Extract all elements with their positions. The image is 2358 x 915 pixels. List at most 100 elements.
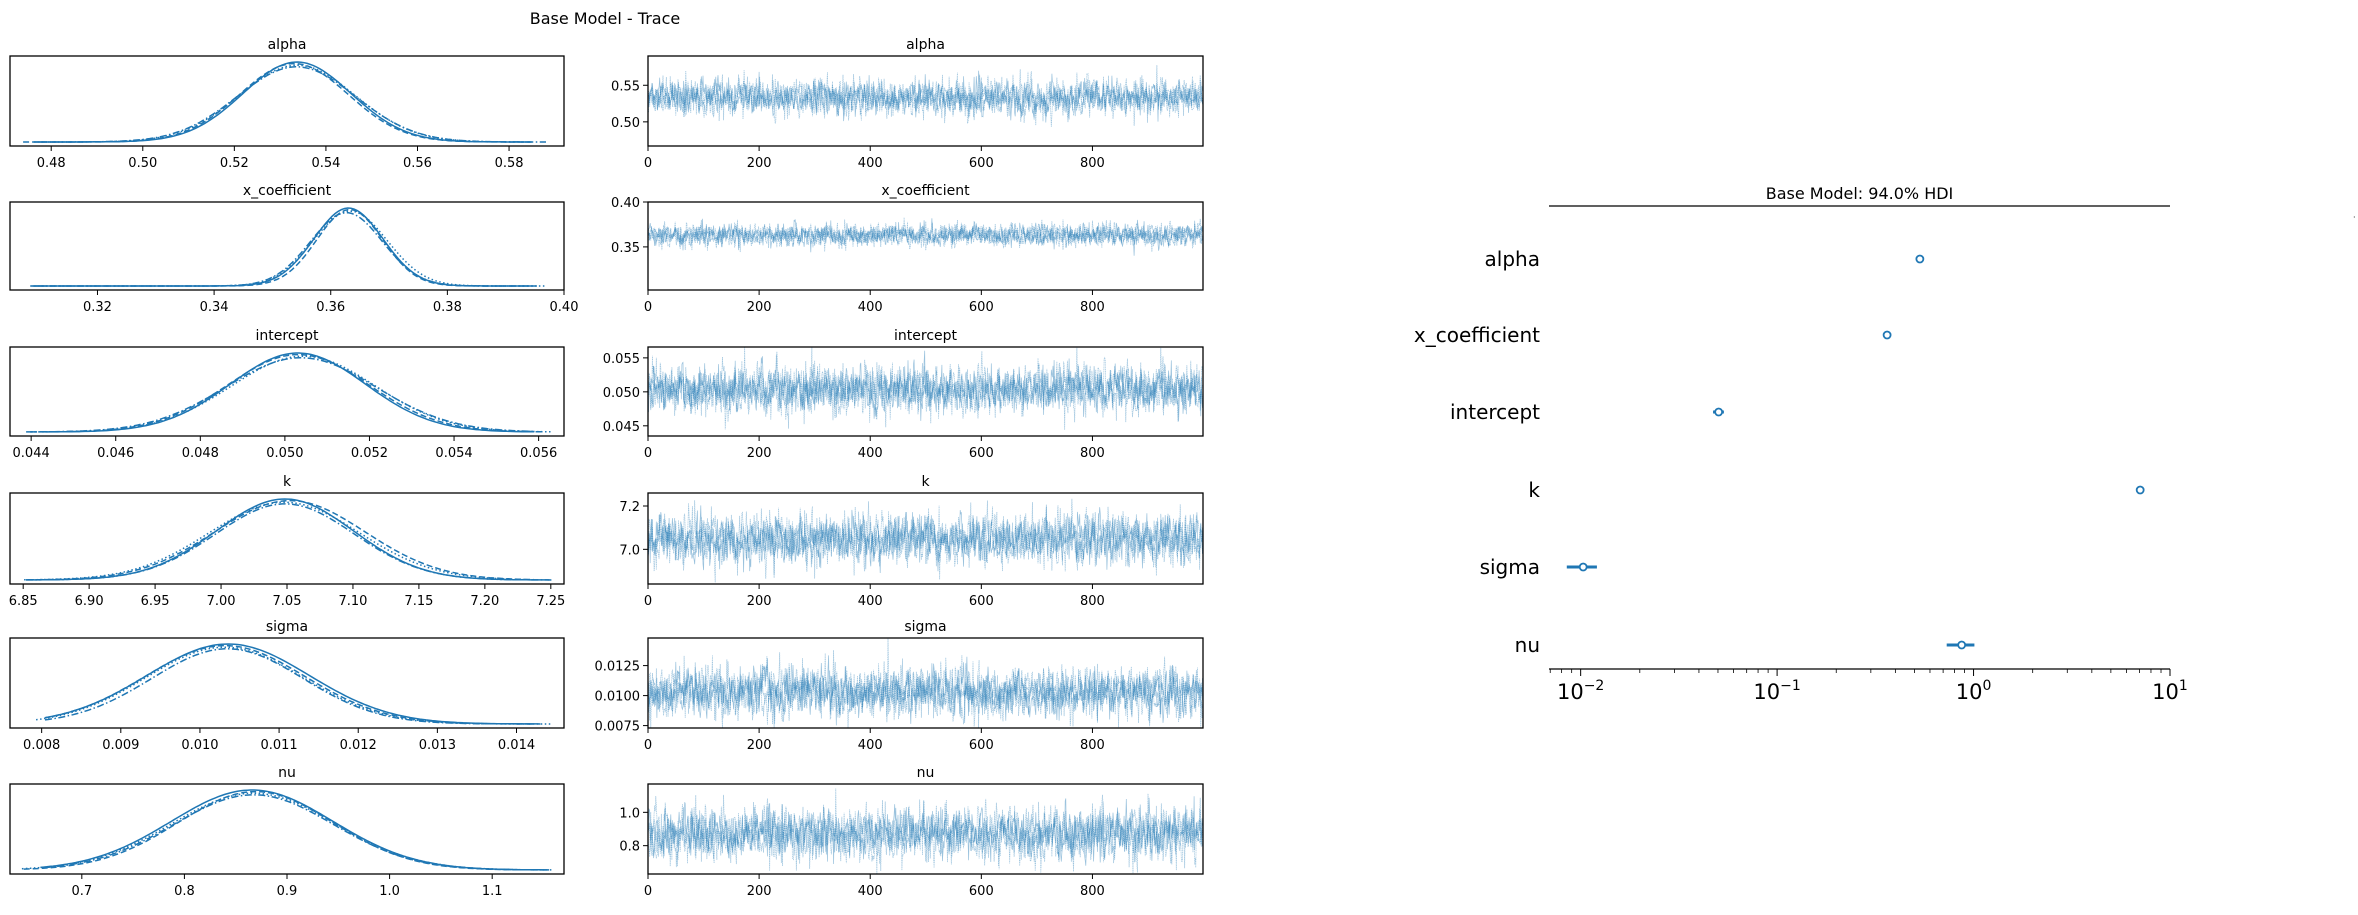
trace-xtick-label: 600 bbox=[969, 156, 994, 171]
tick-exponent: 0 bbox=[1982, 678, 1991, 694]
trace-ytick-label: 0.55 bbox=[611, 79, 640, 94]
kde-xtick-label: 7.25 bbox=[536, 594, 565, 609]
kde-panel-title: sigma bbox=[266, 619, 308, 635]
trace-xtick-label: 200 bbox=[747, 156, 772, 171]
posterior-mean-point bbox=[1882, 330, 1892, 340]
trace-xtick-label: 600 bbox=[969, 300, 994, 315]
kde-panel-intercept: intercept 0.044 0.046 0.048 0.050 0.052 0.054 0… bbox=[9, 328, 565, 461]
trace-axes-frame bbox=[647, 201, 1204, 291]
trace-ytick-label: 1.0 bbox=[619, 806, 640, 821]
trace-xtick-label: 800 bbox=[1080, 884, 1105, 899]
kde-panel-x_coefficient: x_coefficient 0.32 0.34 0.36 0.38 0.40 bbox=[9, 183, 579, 315]
kde-xtick-label: 0.056 bbox=[520, 446, 557, 461]
kde-xtick-label: 0.8 bbox=[174, 884, 195, 899]
trace-chain-3-line bbox=[647, 219, 1204, 253]
tick-exponent: 1 bbox=[2179, 678, 2188, 694]
kde-xtick-label: 6.90 bbox=[75, 594, 104, 609]
kde-chain-2-line bbox=[27, 499, 534, 581]
trace-xtick-label: 800 bbox=[1080, 594, 1105, 609]
kde-xtick-label: 0.011 bbox=[260, 738, 297, 753]
trace-xtick-label: 400 bbox=[858, 884, 883, 899]
kde-panel-title: x_coefficient bbox=[243, 183, 332, 199]
trace-xtick-label: 200 bbox=[747, 446, 772, 461]
trace-chain-2-line bbox=[647, 794, 1204, 875]
tick-exponent: −2 bbox=[1584, 678, 1605, 694]
posterior-mean-point bbox=[1578, 562, 1588, 572]
trace-chain-1-line bbox=[647, 655, 1204, 729]
trace-xtick-label: 400 bbox=[858, 300, 883, 315]
forest-row-label: intercept bbox=[1450, 400, 1540, 424]
kde-xtick-label: 6.85 bbox=[9, 594, 38, 609]
kde-chain-2-line bbox=[23, 62, 532, 143]
kde-xtick-label: 1.0 bbox=[379, 884, 400, 899]
posterior-mean-point bbox=[1714, 407, 1724, 417]
trace-panel-x_coefficient: x_coefficient 0 200 400 600 800 0.35 0.40 bbox=[611, 183, 1204, 315]
posterior-mean-point bbox=[1915, 254, 1925, 264]
trace-ytick-label: 0.8 bbox=[619, 840, 640, 855]
kde-chain-4-line bbox=[25, 503, 552, 581]
trace-chain-3-line bbox=[647, 793, 1204, 872]
tick-exponent: −1 bbox=[1780, 678, 1801, 694]
kde-xtick-label: 0.013 bbox=[419, 738, 456, 753]
trace-xtick-label: 200 bbox=[747, 300, 772, 315]
kde-xtick-label: 0.48 bbox=[37, 156, 66, 171]
kde-xtick-label: 0.36 bbox=[316, 300, 345, 315]
trace-panel-title: x_coefficient bbox=[881, 183, 970, 199]
forest-xtick-label: 10−2 bbox=[1557, 678, 1604, 704]
trace-xtick-label: 600 bbox=[969, 738, 994, 753]
kde-xtick-label: 7.00 bbox=[207, 594, 236, 609]
kde-chain-1-line bbox=[26, 498, 550, 581]
tick-base: 10 bbox=[2152, 680, 2179, 704]
trace-xtick-label: 0 bbox=[644, 594, 652, 609]
tick-base: 10 bbox=[1753, 680, 1780, 704]
kde-xtick-label: 0.014 bbox=[498, 738, 535, 753]
trace-chain-3-line bbox=[647, 346, 1204, 429]
trace-xtick-label: 800 bbox=[1080, 446, 1105, 461]
trace-xtick-label: 600 bbox=[969, 446, 994, 461]
forest-xtick-label: 100 bbox=[1956, 678, 1992, 704]
kde-xtick-label: 0.008 bbox=[23, 738, 60, 753]
kde-chain-4-line bbox=[38, 66, 546, 143]
trace-panel-title: sigma bbox=[904, 619, 946, 635]
trace-xtick-label: 400 bbox=[858, 446, 883, 461]
kde-xtick-label: 0.34 bbox=[200, 300, 229, 315]
trace-ytick-label: 0.055 bbox=[603, 352, 640, 367]
kde-xtick-label: 0.38 bbox=[433, 300, 462, 315]
kde-xtick-label: 0.32 bbox=[83, 300, 112, 315]
trace-axes-frame bbox=[647, 55, 1204, 147]
kde-axes-frame bbox=[9, 346, 565, 437]
trace-xtick-label: 0 bbox=[644, 300, 652, 315]
trace-xtick-label: 0 bbox=[644, 156, 652, 171]
kde-xtick-label: 0.58 bbox=[495, 156, 524, 171]
kde-xtick-label: 0.054 bbox=[435, 446, 472, 461]
trace-panels: alpha 0.48 0.50 0.52 0.54 0.56 0.58 alpha 0 200 40… bbox=[9, 37, 1204, 899]
kde-chain-2-line bbox=[44, 644, 530, 725]
trace-ytick-label: 0.40 bbox=[611, 196, 640, 211]
trace-panel-title: nu bbox=[917, 765, 935, 781]
trace-ytick-label: 7.2 bbox=[619, 500, 640, 515]
kde-xtick-label: 0.044 bbox=[13, 446, 50, 461]
trace-ytick-label: 0.0075 bbox=[595, 720, 641, 735]
forest-row-label: k bbox=[1528, 478, 1540, 502]
tick-base: 10 bbox=[1557, 680, 1584, 704]
trace-ytick-label: 0.0125 bbox=[595, 660, 641, 675]
trace-panel-title: k bbox=[921, 474, 930, 490]
kde-panel-sigma: sigma 0.008 0.009 0.010 0.011 0.012 0.013 0.014 bbox=[9, 619, 565, 753]
trace-panel-alpha: alpha 0 200 400 600 800 0.50 0.55 bbox=[611, 37, 1204, 171]
trace-xtick-label: 200 bbox=[747, 594, 772, 609]
kde-chain-3-line bbox=[24, 501, 528, 581]
trace-chain-1-line bbox=[647, 350, 1204, 422]
kde-xtick-label: 6.95 bbox=[141, 594, 170, 609]
figure-title: Base Model - Trace bbox=[530, 9, 680, 28]
kde-xtick-label: 0.40 bbox=[550, 300, 579, 315]
kde-xtick-label: 1.1 bbox=[482, 884, 503, 899]
kde-axes-frame bbox=[9, 55, 565, 147]
trace-axes-frame bbox=[647, 492, 1204, 585]
trace-panel-k: k 0 200 400 600 800 7.0 7.2 bbox=[619, 474, 1204, 609]
kde-xtick-label: 0.046 bbox=[97, 446, 134, 461]
kde-axes-frame bbox=[9, 201, 565, 291]
trace-xtick-label: 800 bbox=[1080, 156, 1105, 171]
kde-chain-4-line bbox=[44, 648, 533, 725]
